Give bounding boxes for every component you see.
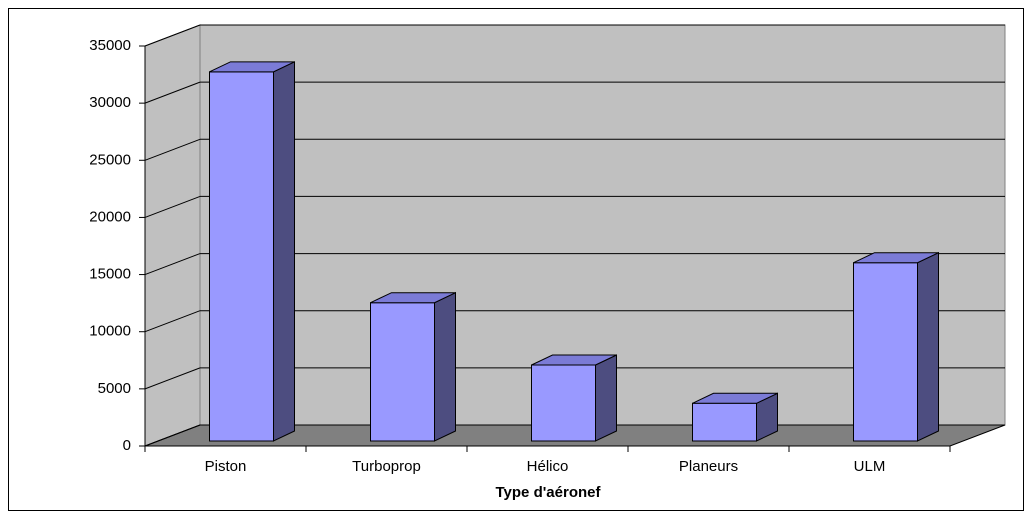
grid-line	[144, 253, 201, 276]
x-tick-label: Turboprop	[352, 458, 421, 475]
grid-line	[144, 424, 201, 447]
bar	[370, 291, 456, 442]
bar-front	[531, 364, 596, 442]
y-tick-label: 25000	[89, 151, 131, 168]
y-tick-label: 5000	[98, 380, 131, 397]
grid-line	[144, 81, 201, 104]
bar-top	[209, 61, 295, 73]
bar-front	[209, 71, 274, 442]
x-tick-label: Piston	[205, 458, 247, 475]
x-axis-title: Type d'aéronef	[496, 484, 602, 501]
grid-line	[144, 24, 201, 47]
x-tick-label: Hélico	[527, 458, 569, 475]
bar-side	[917, 251, 939, 442]
bar	[853, 251, 939, 442]
bar-side	[273, 61, 295, 442]
grid-line	[144, 195, 201, 218]
y-tick-label: 10000	[89, 323, 131, 340]
y-tick-label: 20000	[89, 208, 131, 225]
bar-front	[853, 262, 918, 442]
y-tick-label: 0	[123, 437, 131, 454]
y-tick-label: 15000	[89, 266, 131, 283]
grid-line	[144, 367, 201, 390]
y-tick-label: 30000	[89, 94, 131, 111]
grid-line	[144, 138, 201, 161]
bar-top	[853, 252, 939, 264]
bar-side	[595, 354, 617, 442]
y-tick-label: 35000	[89, 37, 131, 54]
bar-front	[692, 402, 757, 442]
bar-front	[370, 302, 435, 442]
bar-side	[434, 291, 456, 442]
bar-top	[370, 292, 456, 304]
bar-top	[531, 354, 617, 366]
x-tick-label: Planeurs	[679, 458, 738, 475]
x-tick-label: ULM	[854, 458, 886, 475]
grid-line	[144, 310, 201, 333]
bar	[209, 61, 295, 442]
bar-top	[692, 392, 778, 404]
bar	[692, 392, 778, 442]
side-wall	[144, 24, 201, 447]
bar	[531, 354, 617, 442]
